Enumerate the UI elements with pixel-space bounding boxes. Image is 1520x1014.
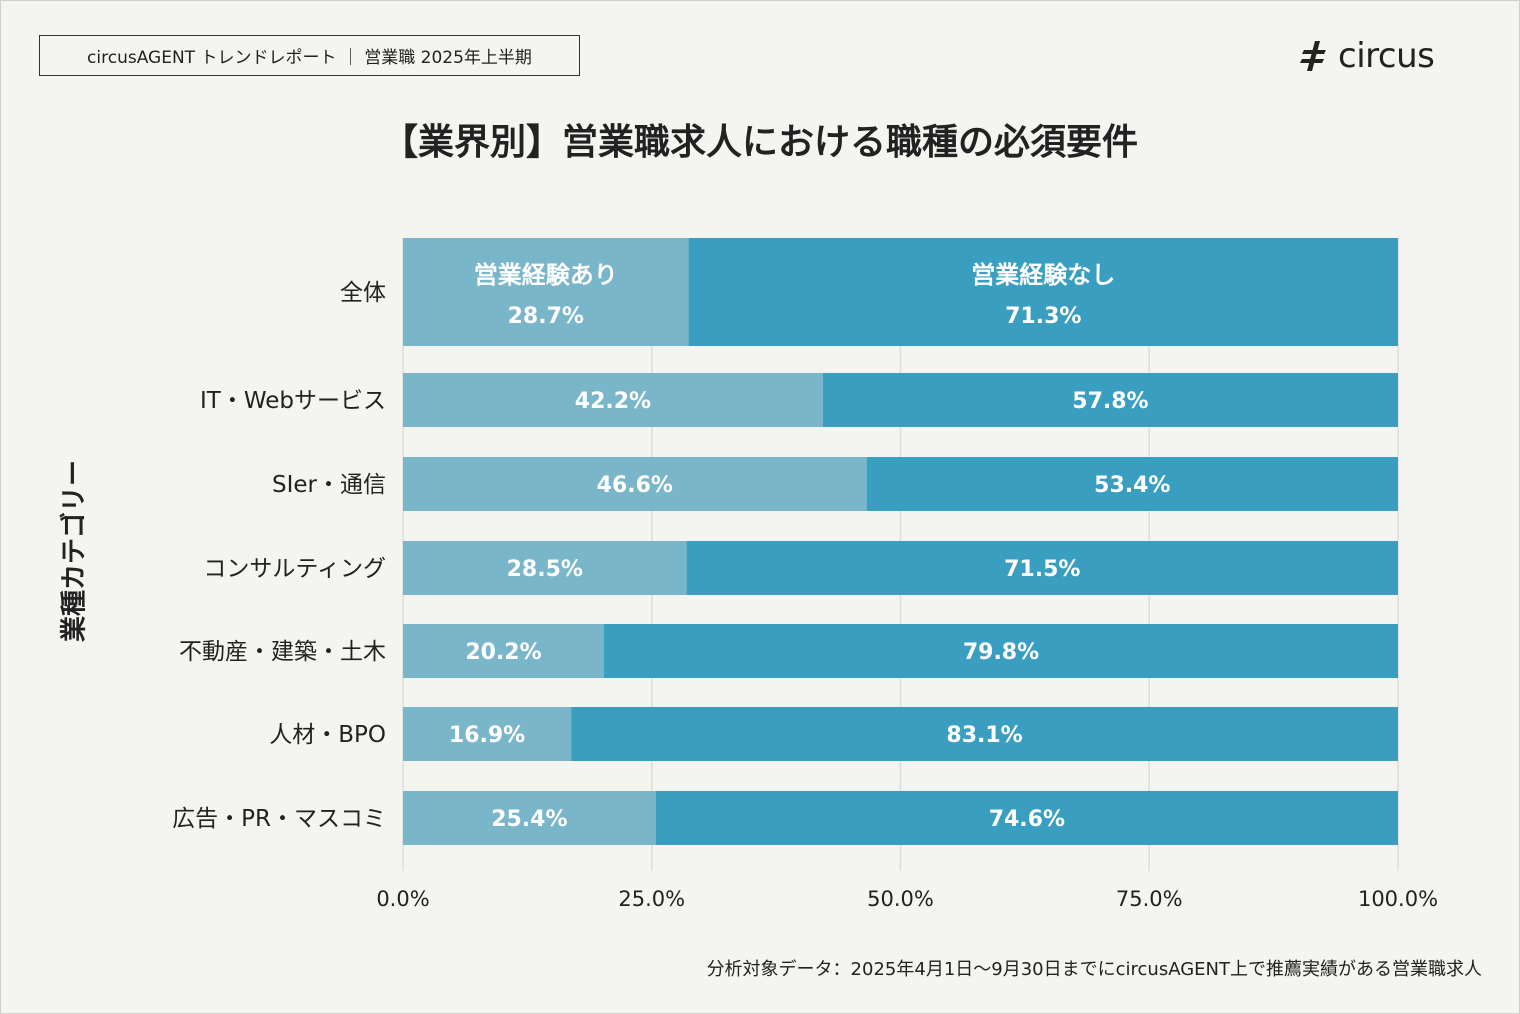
bar-segment <box>403 541 687 595</box>
bar-segment <box>822 373 1398 427</box>
data-label: 53.4% <box>1094 473 1170 498</box>
logo-text: circus <box>1338 36 1435 76</box>
data-label: 25.4% <box>491 807 567 832</box>
data-label: 16.9% <box>449 723 525 748</box>
bar-layer <box>403 238 1398 845</box>
data-label: 83.1% <box>946 723 1022 748</box>
bar-segment <box>403 624 604 678</box>
data-label: 20.2% <box>465 640 541 665</box>
category-label: 広告・PR・マスコミ <box>172 806 386 832</box>
category-label: 人材・BPO <box>269 722 386 748</box>
data-label: 71.3% <box>1005 304 1081 329</box>
bar-segment <box>403 707 572 761</box>
report-tag: circusAGENT トレンドレポート ｜ 営業職 2025年上半期 <box>39 35 580 76</box>
bar-segment <box>866 457 1398 511</box>
category-label: コンサルティング <box>203 556 386 582</box>
logo: circus <box>1298 34 1478 78</box>
category-label: SIer・通信 <box>272 472 386 498</box>
data-label: 71.5% <box>1004 557 1080 582</box>
bar-segment <box>403 238 689 346</box>
data-label: 42.2% <box>575 389 651 414</box>
label-layer: 0.0% 25.0% 50.0% 75.0% 100.0% 全体 営業経験あり 28.7% 営業… <box>172 261 1438 911</box>
bar-segment <box>403 457 867 511</box>
chart-title: 【業界別】営業職求人における職種の必須要件 <box>381 122 1138 163</box>
stacked-bar-chart: 0.0% 25.0% 50.0% 75.0% 100.0% 全体 営業経験あり 28.7% 営業… <box>172 238 1438 911</box>
bar-segment <box>655 791 1398 845</box>
bar-segment <box>571 707 1398 761</box>
x-tick-label: 100.0% <box>1358 887 1438 911</box>
bar-segment <box>603 624 1398 678</box>
x-tick-label: 25.0% <box>618 887 685 911</box>
data-label: 28.7% <box>508 304 584 329</box>
bar-segment <box>403 373 823 427</box>
data-label: 46.6% <box>597 473 673 498</box>
category-label: 不動産・建築・土木 <box>179 639 386 665</box>
category-label: IT・Webサービス <box>200 388 386 414</box>
x-tick-label: 50.0% <box>867 887 934 911</box>
category-label: 全体 <box>340 280 386 306</box>
bar-segment <box>686 541 1398 595</box>
bar-segment <box>688 238 1398 346</box>
data-label: 79.8% <box>963 640 1039 665</box>
series-label: 営業経験なし <box>971 261 1115 289</box>
data-label: 57.8% <box>1072 389 1148 414</box>
series-label: 営業経験あり <box>474 261 618 289</box>
data-label: 28.5% <box>507 557 583 582</box>
bar-segment <box>403 791 656 845</box>
x-tick-label: 0.0% <box>376 887 429 911</box>
footnote: 分析対象データ：2025年4月1日〜9月30日までにcircusAGENT上で推… <box>706 959 1482 980</box>
circus-logo-mark-icon <box>1300 41 1326 71</box>
x-tick-label: 75.0% <box>1116 887 1183 911</box>
data-label: 74.6% <box>989 807 1065 832</box>
